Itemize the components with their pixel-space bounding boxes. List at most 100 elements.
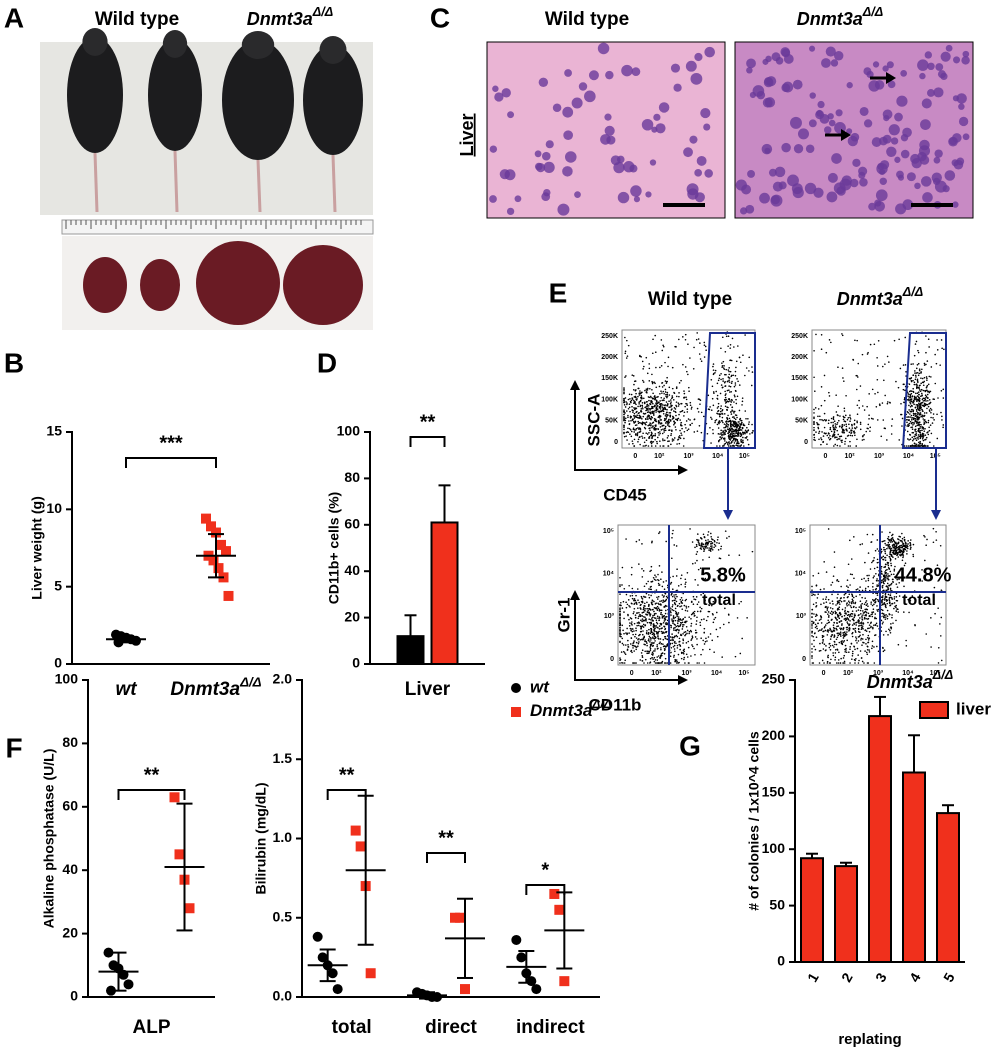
flow-event xyxy=(913,391,915,393)
flow-event xyxy=(658,662,660,664)
flow-event xyxy=(848,604,850,606)
flow-event xyxy=(627,427,629,429)
flow-event xyxy=(836,424,838,426)
flow-event xyxy=(653,627,655,629)
flow-event xyxy=(936,413,938,415)
flow-event xyxy=(651,643,653,645)
flow-event xyxy=(726,421,728,423)
flow-event xyxy=(925,394,927,396)
gate-arrow-head xyxy=(723,510,733,520)
flow-event xyxy=(841,427,843,429)
flow-event xyxy=(918,352,920,354)
flow-event xyxy=(910,445,912,447)
flow-event xyxy=(928,376,930,378)
flow-event xyxy=(857,404,859,406)
flow-event xyxy=(830,612,832,614)
flow-event xyxy=(684,583,686,585)
flow-event xyxy=(647,373,649,375)
flow-event xyxy=(696,596,698,598)
flow-event xyxy=(894,596,896,598)
flow-event xyxy=(859,625,861,627)
flow-event xyxy=(925,439,927,441)
flow-event xyxy=(674,603,676,605)
flow-event xyxy=(813,621,815,623)
flow-event xyxy=(854,420,856,422)
flow-event xyxy=(872,641,874,643)
flow-event xyxy=(746,367,748,369)
flow-event xyxy=(938,662,940,664)
flow-event xyxy=(646,439,648,441)
flow-event xyxy=(834,611,836,613)
flow-event xyxy=(745,431,747,433)
flow-event xyxy=(917,422,919,424)
flow-event xyxy=(828,437,830,439)
flow-event xyxy=(653,611,655,613)
nucleus xyxy=(564,69,572,77)
flow-event xyxy=(843,637,845,639)
flow-event xyxy=(640,639,642,641)
nucleus xyxy=(963,133,970,140)
flow-event xyxy=(635,595,637,597)
flow-event xyxy=(650,609,652,611)
flow-event xyxy=(724,432,726,434)
flow-event xyxy=(635,614,637,616)
flow-event xyxy=(830,584,832,586)
flow-event xyxy=(913,544,915,546)
flow-event xyxy=(735,444,737,446)
flow-event xyxy=(688,390,690,392)
flow-event xyxy=(735,384,737,386)
flow-event xyxy=(903,611,905,613)
flow-event xyxy=(859,631,861,633)
flow-event xyxy=(827,656,829,658)
flow-event xyxy=(918,402,920,404)
flow-event xyxy=(684,406,686,408)
flow-event xyxy=(908,416,910,418)
flow-event xyxy=(664,601,666,603)
flow-event xyxy=(717,636,719,638)
flow-event xyxy=(679,618,681,620)
flow-event xyxy=(651,402,653,404)
flow-event xyxy=(637,618,639,620)
flow-tick-label: 10³ xyxy=(874,453,885,460)
flow-event xyxy=(866,427,868,429)
flow-event xyxy=(901,533,903,535)
flow-event xyxy=(682,364,684,366)
x-axis-label: Liver xyxy=(405,679,451,700)
nucleus xyxy=(900,70,907,77)
flow-event xyxy=(900,403,902,405)
flow-event xyxy=(627,431,629,433)
nucleus xyxy=(505,169,516,180)
flow-event xyxy=(646,602,648,604)
flow-event xyxy=(622,607,624,609)
flow-event xyxy=(724,374,726,376)
flow-event xyxy=(667,394,669,396)
flow-event xyxy=(881,571,883,573)
flow-event xyxy=(891,418,893,420)
flow-event xyxy=(923,406,925,408)
nucleus xyxy=(946,45,953,52)
flow-event xyxy=(853,645,855,647)
flow-event xyxy=(653,577,655,579)
flow-event xyxy=(681,658,683,660)
flow-event xyxy=(711,409,713,411)
flow-event xyxy=(665,422,667,424)
flow-event xyxy=(724,368,726,370)
flow-event xyxy=(895,543,897,545)
flow-event xyxy=(845,415,847,417)
flow-event xyxy=(848,445,850,447)
flow-event xyxy=(740,361,742,363)
flow-event xyxy=(629,406,631,408)
flow-event xyxy=(696,553,698,555)
flow-event xyxy=(732,374,734,376)
flow-event xyxy=(854,630,856,632)
flow-event xyxy=(714,422,716,424)
flow-event xyxy=(912,396,914,398)
flow-event xyxy=(940,617,942,619)
flow-event xyxy=(640,428,642,430)
flow-event xyxy=(846,640,848,642)
flow-event xyxy=(650,649,652,651)
flow-event xyxy=(813,412,815,414)
flow-event xyxy=(626,634,628,636)
flow-event xyxy=(673,615,675,617)
flow-event xyxy=(887,573,889,575)
